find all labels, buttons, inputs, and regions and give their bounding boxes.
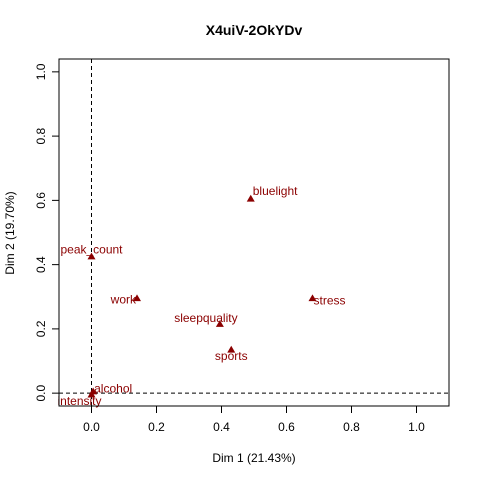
x-tick-label: 0.0: [83, 420, 100, 434]
x-tick-label: 0.2: [148, 420, 165, 434]
point-sports: [227, 345, 236, 353]
point-peak_count: [87, 252, 96, 260]
chart-title: X4uiV-2OkYDv: [206, 22, 303, 38]
point-bluelight: [246, 194, 255, 202]
label-work: work: [110, 292, 137, 306]
point-work: [133, 294, 141, 302]
label-alcohol: alcohol: [94, 382, 132, 396]
label-bluelight: bluelight: [253, 184, 298, 198]
plot-frame: [58, 58, 450, 407]
x-tick-label: 0.6: [278, 420, 295, 434]
y-tick-label: 0.6: [34, 192, 48, 209]
label-intensity: intensity: [57, 394, 101, 408]
x-tick-label: 1.0: [408, 420, 425, 434]
x-tick-label: 0.4: [213, 420, 230, 434]
y-tick-label: 1.0: [34, 63, 48, 80]
point-sleepquality: [215, 320, 224, 327]
label-peak_count: peak_count: [60, 243, 123, 257]
y-tick-label: 0.4: [34, 256, 48, 273]
reference-lines: [59, 59, 449, 406]
y-tick-label: 0.8: [34, 127, 48, 144]
data-points: [87, 194, 317, 398]
y-axis-label: Dim 2 (19.70%): [3, 191, 17, 274]
point-stress: [308, 294, 317, 302]
label-sports: sports: [215, 349, 248, 363]
y-tick-label: 0.2: [34, 320, 48, 337]
y-tick-label: 0.0: [34, 384, 48, 401]
axis-ticks: 0.0 0.2 0.4 0.6 0.8 1.0 0.0 0.2 0.4 0.6 0.8 1.0: [34, 63, 425, 434]
label-sleepquality: sleepquality: [174, 311, 237, 325]
x-tick-label: 0.8: [343, 420, 360, 434]
x-axis-label: Dim 1 (21.43%): [212, 451, 295, 465]
point-intensity: [87, 390, 96, 398]
label-stress: stress: [314, 293, 346, 307]
